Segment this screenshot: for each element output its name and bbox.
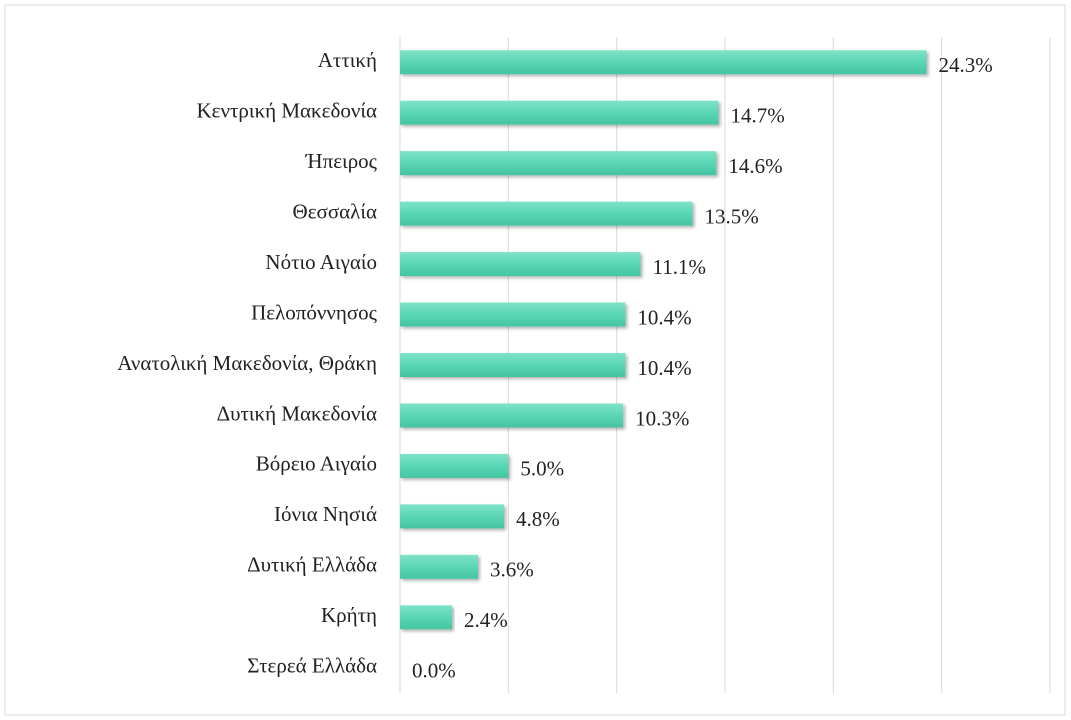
data-label: 24.3% (939, 53, 993, 77)
data-label: 5.0% (520, 457, 564, 481)
bar (400, 50, 927, 75)
bar (400, 403, 624, 428)
y-tick-label: Αττική (318, 48, 377, 72)
y-tick-label: Στερεά Ελλάδα (247, 654, 377, 678)
data-label: 14.6% (728, 154, 782, 178)
y-tick-label: Πελοπόννησος (251, 300, 378, 324)
bar (400, 504, 504, 529)
data-label: 13.5% (705, 204, 759, 228)
data-label: 14.7% (731, 104, 785, 128)
data-label: 2.4% (464, 608, 508, 632)
data-label: 3.6% (490, 558, 534, 582)
bar (400, 554, 478, 579)
bar (400, 453, 509, 478)
bar (400, 252, 641, 277)
bar (400, 605, 452, 630)
bar (400, 302, 626, 327)
y-tick-label: Κεντρική Μακεδονία (197, 99, 377, 123)
y-tick-label: Νότιο Αιγαίο (265, 250, 377, 274)
y-tick-label: Ήπειρος (305, 149, 378, 173)
y-tick-label: Ιόνια Νησιά (274, 502, 377, 526)
y-tick-label: Κρήτη (321, 603, 377, 627)
y-tick-label: Βόρειο Αιγαίο (256, 452, 377, 476)
bar (400, 151, 717, 176)
y-tick-label: Θεσσαλία (293, 199, 377, 223)
data-label: 10.4% (637, 356, 691, 380)
bar (400, 353, 626, 377)
data-label: 10.4% (637, 305, 691, 329)
data-label: 0.0% (412, 659, 456, 683)
y-tick-label: Ανατολική Μακεδονία, Θράκη (117, 351, 377, 375)
bar (400, 100, 719, 125)
data-label: 10.3% (635, 406, 689, 430)
y-tick-label: Δυτική Μακεδονία (217, 401, 377, 425)
y-tick-label: Δυτική Ελλάδα (247, 553, 377, 577)
data-label: 4.8% (516, 507, 560, 531)
data-label: 11.1% (653, 255, 706, 279)
bar (400, 201, 693, 226)
